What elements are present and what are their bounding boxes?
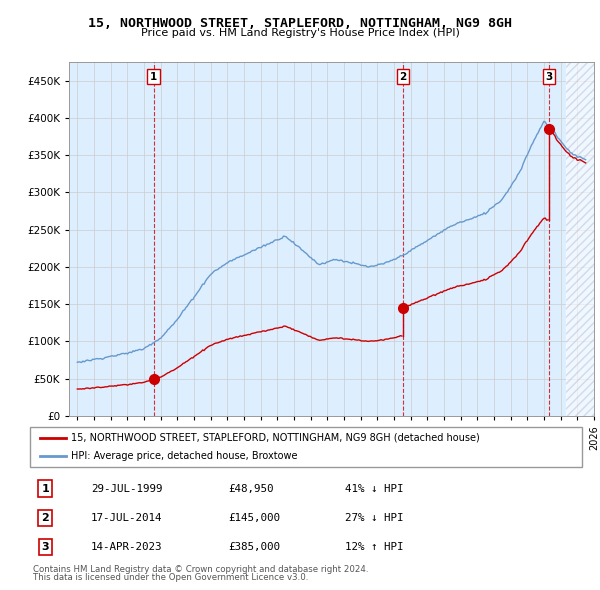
- Text: 3: 3: [545, 72, 553, 82]
- Text: 1: 1: [41, 484, 49, 493]
- Bar: [566, 62, 600, 416]
- Bar: [566, 62, 600, 416]
- Text: 29-JUL-1999: 29-JUL-1999: [91, 484, 162, 493]
- Text: 3: 3: [41, 542, 49, 552]
- Text: This data is licensed under the Open Government Licence v3.0.: This data is licensed under the Open Gov…: [33, 573, 308, 582]
- FancyBboxPatch shape: [30, 427, 582, 467]
- Text: 17-JUL-2014: 17-JUL-2014: [91, 513, 162, 523]
- Text: Price paid vs. HM Land Registry's House Price Index (HPI): Price paid vs. HM Land Registry's House …: [140, 28, 460, 38]
- Text: HPI: Average price, detached house, Broxtowe: HPI: Average price, detached house, Brox…: [71, 451, 298, 461]
- Text: 2: 2: [400, 72, 407, 82]
- Text: 12% ↑ HPI: 12% ↑ HPI: [344, 542, 403, 552]
- Text: £48,950: £48,950: [229, 484, 274, 493]
- Text: 14-APR-2023: 14-APR-2023: [91, 542, 162, 552]
- Text: 15, NORTHWOOD STREET, STAPLEFORD, NOTTINGHAM, NG9 8GH (detached house): 15, NORTHWOOD STREET, STAPLEFORD, NOTTIN…: [71, 433, 480, 443]
- Text: 41% ↓ HPI: 41% ↓ HPI: [344, 484, 403, 493]
- Text: 15, NORTHWOOD STREET, STAPLEFORD, NOTTINGHAM, NG9 8GH: 15, NORTHWOOD STREET, STAPLEFORD, NOTTIN…: [88, 17, 512, 30]
- Text: £385,000: £385,000: [229, 542, 281, 552]
- Text: 27% ↓ HPI: 27% ↓ HPI: [344, 513, 403, 523]
- Text: £145,000: £145,000: [229, 513, 281, 523]
- Text: Contains HM Land Registry data © Crown copyright and database right 2024.: Contains HM Land Registry data © Crown c…: [33, 565, 368, 573]
- Text: 2: 2: [41, 513, 49, 523]
- Text: 1: 1: [150, 72, 157, 82]
